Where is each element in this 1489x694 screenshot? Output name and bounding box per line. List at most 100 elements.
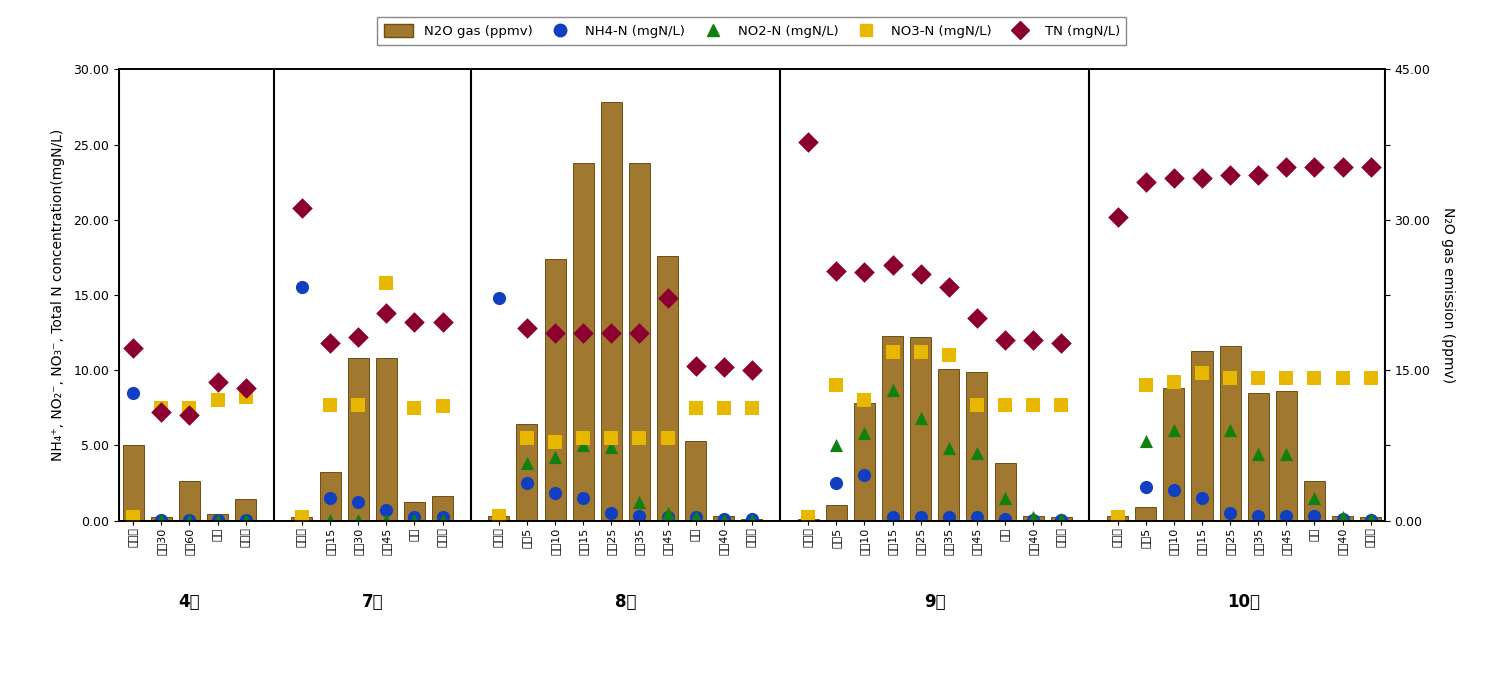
- Point: [825, 380, 849, 391]
- Point: [1303, 493, 1327, 504]
- Bar: [1051, 518, 1072, 520]
- Point: [1021, 512, 1045, 523]
- Point: [600, 441, 624, 452]
- Point: [430, 514, 454, 525]
- Point: [937, 512, 960, 523]
- Point: [1106, 211, 1130, 222]
- Point: [880, 260, 904, 271]
- Point: [205, 395, 229, 406]
- Point: [290, 514, 314, 525]
- Point: [290, 202, 314, 213]
- Point: [402, 403, 426, 414]
- Point: [1246, 169, 1270, 180]
- Point: [1246, 449, 1270, 460]
- Bar: [826, 505, 847, 520]
- Point: [515, 323, 539, 334]
- Point: [1133, 482, 1157, 493]
- Point: [234, 514, 258, 525]
- Point: [965, 399, 989, 410]
- Bar: [179, 482, 200, 520]
- Point: [319, 514, 342, 525]
- Point: [937, 282, 960, 293]
- Point: [347, 497, 371, 508]
- Bar: [1248, 393, 1269, 520]
- Point: [515, 477, 539, 489]
- Point: [572, 440, 596, 451]
- Point: [993, 514, 1017, 525]
- Point: [177, 514, 201, 525]
- Point: [853, 395, 877, 406]
- Point: [1161, 172, 1185, 183]
- Point: [1050, 337, 1074, 348]
- Point: [825, 265, 849, 276]
- Point: [149, 514, 173, 525]
- Point: [1359, 162, 1383, 173]
- Text: 9月: 9月: [925, 593, 946, 611]
- Point: [797, 514, 820, 525]
- Point: [627, 432, 651, 443]
- Bar: [1304, 482, 1325, 520]
- Point: [402, 316, 426, 328]
- Point: [908, 512, 932, 523]
- Point: [1190, 368, 1214, 379]
- Point: [655, 292, 679, 303]
- Bar: [1276, 391, 1297, 520]
- Point: [1275, 449, 1298, 460]
- Point: [149, 407, 173, 418]
- Point: [1050, 514, 1074, 525]
- Point: [853, 266, 877, 278]
- Point: [965, 512, 989, 523]
- Point: [825, 440, 849, 451]
- Point: [1303, 162, 1327, 173]
- Bar: [320, 473, 341, 520]
- Legend: N2O gas (ppmv), NH4-N (mgN/L), NO2-N (mgN/L), NO3-N (mgN/L), TN (mgN/L): N2O gas (ppmv), NH4-N (mgN/L), NO2-N (mg…: [377, 17, 1127, 45]
- Point: [1359, 514, 1383, 525]
- Point: [572, 432, 596, 443]
- Bar: [853, 403, 876, 520]
- Bar: [1163, 388, 1184, 520]
- Bar: [375, 358, 398, 520]
- Point: [177, 514, 201, 525]
- Bar: [292, 518, 313, 520]
- Point: [880, 346, 904, 357]
- Point: [908, 413, 932, 424]
- Point: [205, 377, 229, 388]
- Point: [1246, 372, 1270, 383]
- Point: [1331, 162, 1355, 173]
- Point: [149, 514, 173, 525]
- Point: [740, 514, 764, 525]
- Point: [853, 470, 877, 481]
- Bar: [685, 441, 706, 520]
- Point: [234, 391, 258, 403]
- Point: [740, 364, 764, 375]
- Bar: [235, 500, 256, 520]
- Point: [1218, 169, 1242, 180]
- Y-axis label: NH₄⁺, NO₂⁻, NO₃⁻, Total N concentration(mgN/L): NH₄⁺, NO₂⁻, NO₃⁻, Total N concentration(…: [51, 129, 66, 461]
- Point: [655, 507, 679, 518]
- Point: [121, 512, 144, 523]
- Point: [347, 514, 371, 525]
- Bar: [1135, 507, 1157, 520]
- Point: [149, 403, 173, 414]
- Point: [853, 428, 877, 439]
- Point: [965, 447, 989, 458]
- Bar: [432, 496, 453, 520]
- Bar: [910, 337, 931, 520]
- Point: [1133, 177, 1157, 188]
- Point: [627, 497, 651, 508]
- Point: [347, 332, 371, 343]
- Point: [487, 292, 511, 303]
- Point: [290, 512, 314, 523]
- Point: [600, 327, 624, 338]
- Point: [627, 327, 651, 338]
- Bar: [1219, 346, 1240, 520]
- Point: [712, 403, 736, 414]
- Point: [1133, 435, 1157, 446]
- Point: [937, 350, 960, 361]
- Point: [797, 511, 820, 522]
- Point: [908, 346, 932, 357]
- Point: [993, 399, 1017, 410]
- Point: [234, 382, 258, 393]
- Bar: [545, 259, 566, 520]
- Bar: [742, 519, 762, 520]
